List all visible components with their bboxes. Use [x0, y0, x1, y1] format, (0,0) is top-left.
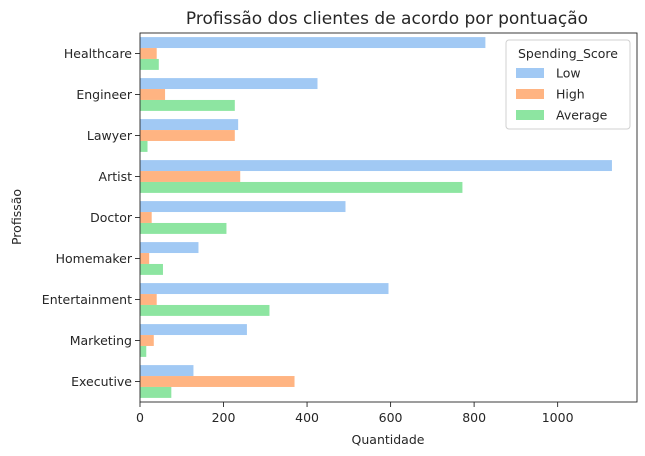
y-tick-label: Engineer	[76, 87, 133, 102]
bar-doctor-average	[140, 222, 227, 234]
legend-label-average: Average	[556, 108, 608, 123]
bar-doctor-low	[140, 201, 346, 213]
y-tick-label: Doctor	[90, 210, 133, 225]
bar-artist-high	[140, 171, 241, 182]
legend-swatch-low	[516, 68, 544, 78]
chart-title: Profissão dos clientes de acordo por pon…	[186, 9, 588, 29]
bar-homemaker-high	[140, 253, 150, 264]
bar-executive-high	[140, 376, 295, 387]
bar-marketing-low	[140, 324, 247, 336]
y-tick-label: Marketing	[70, 333, 132, 348]
y-axis-label: Profissão	[9, 189, 24, 245]
x-tick-label: 400	[295, 410, 319, 425]
y-tick-label: Homemaker	[56, 251, 133, 266]
bar-marketing-high	[140, 335, 154, 346]
bar-executive-low	[140, 365, 194, 377]
x-tick-label: 600	[379, 410, 403, 425]
bar-entertainment-low	[140, 283, 389, 295]
x-tick-label: 200	[212, 410, 236, 425]
bar-healthcare-high	[140, 48, 157, 59]
x-axis: 0 200 400 600 800 1000	[136, 402, 574, 425]
bar-lawyer-average	[140, 140, 148, 152]
y-tick-label: Healthcare	[64, 46, 132, 61]
legend-label-low: Low	[556, 66, 581, 81]
bar-doctor-high	[140, 212, 152, 223]
bar-homemaker-low	[140, 242, 199, 254]
y-tick-label: Executive	[71, 374, 132, 389]
bar-engineer-average	[140, 99, 235, 111]
legend-label-high: High	[556, 87, 585, 102]
bar-lawyer-high	[140, 130, 235, 141]
legend-swatch-average	[516, 110, 544, 120]
x-axis-label: Quantidade	[352, 432, 425, 447]
bar-entertainment-average	[140, 304, 270, 316]
bar-healthcare-average	[140, 58, 159, 70]
legend-frame	[505, 39, 631, 130]
y-tick-label: Artist	[99, 169, 133, 184]
bar-entertainment-high	[140, 294, 157, 305]
bar-engineer-high	[140, 89, 166, 100]
y-tick-label: Entertainment	[42, 292, 132, 307]
legend-swatch-high	[516, 89, 544, 99]
bars-group	[140, 37, 612, 398]
bar-engineer-low	[140, 78, 318, 90]
x-tick-label: 1000	[542, 410, 574, 425]
bar-homemaker-average	[140, 263, 163, 275]
legend-title: Spending_Score	[518, 46, 618, 61]
x-tick-label: 0	[136, 410, 144, 425]
bar-healthcare-low	[140, 37, 486, 49]
x-tick-label: 800	[462, 410, 486, 425]
legend: Spending_Score Low High Average	[505, 39, 631, 130]
y-axis: Healthcare Engineer Lawyer Artist Doctor Home…	[42, 46, 140, 389]
bar-artist-average	[140, 181, 463, 193]
bar-marketing-average	[140, 345, 147, 357]
y-tick-label: Lawyer	[87, 128, 133, 143]
bar-artist-low	[140, 160, 612, 172]
bar-executive-average	[140, 386, 172, 398]
bar-lawyer-low	[140, 119, 239, 131]
